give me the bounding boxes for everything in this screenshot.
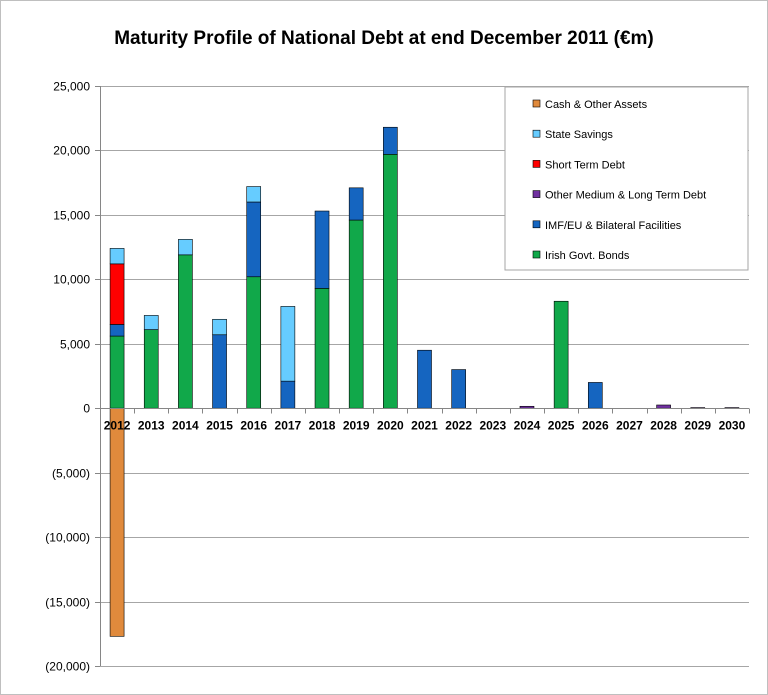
bar-segment bbox=[109, 407, 125, 637]
y-tick-label: (15,000) bbox=[45, 596, 90, 610]
bar-segment bbox=[178, 254, 193, 409]
bar-segment bbox=[417, 349, 432, 409]
x-category-label: 2026 bbox=[582, 419, 609, 433]
y-tick-label: 25,000 bbox=[53, 80, 90, 94]
bar-segment bbox=[383, 126, 398, 155]
legend-entry-label: Short Term Debt bbox=[545, 159, 625, 171]
chart-title: Maturity Profile of National Debt at end… bbox=[114, 28, 654, 49]
legend-swatch bbox=[532, 250, 541, 259]
legend-entry-label: Cash & Other Assets bbox=[545, 99, 648, 111]
legend-entry-label: Other Medium & Long Term Debt bbox=[545, 190, 706, 202]
legend-swatch bbox=[532, 190, 541, 198]
bar-segment bbox=[212, 334, 227, 409]
y-tick-label: 0 bbox=[83, 402, 90, 416]
bar-segment bbox=[246, 201, 262, 278]
bar-segment bbox=[383, 154, 398, 409]
y-tick-label: (5,000) bbox=[52, 467, 90, 481]
x-category-label: 2019 bbox=[343, 419, 370, 433]
legend-entry-label: IMF/EU & Bilateral Facilities bbox=[545, 220, 682, 232]
legend-swatch bbox=[532, 99, 541, 108]
bar-segment bbox=[109, 248, 125, 265]
bar-segment bbox=[451, 369, 466, 409]
legend-swatch bbox=[532, 160, 541, 168]
bar-segment bbox=[143, 315, 159, 330]
bar-segment bbox=[109, 324, 125, 337]
x-category-label: 2014 bbox=[172, 419, 199, 433]
bar-segment bbox=[143, 329, 159, 409]
bar-segment bbox=[280, 306, 296, 382]
bar-segment bbox=[109, 335, 125, 409]
x-axis: 2012 2013 2014 2015 2016 2017 2018 2019 2020 2021… bbox=[100, 408, 750, 433]
bar-segment bbox=[553, 300, 569, 409]
bar-segment bbox=[109, 263, 125, 325]
x-category-label: 2015 bbox=[206, 419, 233, 433]
bar-segment bbox=[246, 276, 262, 409]
bars bbox=[109, 126, 740, 637]
y-tick-label: (20,000) bbox=[45, 660, 90, 674]
legend: Cash & Other Assets State Savings Short Te… bbox=[504, 86, 749, 271]
x-category-label: 2029 bbox=[684, 419, 711, 433]
x-category-label: 2025 bbox=[548, 419, 575, 433]
bar-segment bbox=[348, 187, 364, 221]
y-tick-label: (10,000) bbox=[45, 531, 90, 545]
bar-segment bbox=[314, 288, 330, 409]
bar-segment bbox=[348, 219, 364, 409]
bar-segment bbox=[178, 239, 193, 256]
x-category-label: 2020 bbox=[377, 419, 404, 433]
bar-segment bbox=[656, 404, 671, 409]
x-category-label: 2028 bbox=[650, 419, 677, 433]
bar-segment bbox=[519, 405, 535, 409]
y-tick-label: 10,000 bbox=[53, 273, 90, 287]
bar-segment bbox=[587, 382, 603, 409]
y-tick-label: 20,000 bbox=[53, 144, 90, 158]
x-category-label: 2027 bbox=[616, 419, 643, 433]
x-category-label: 2021 bbox=[411, 419, 438, 433]
x-category-label: 2013 bbox=[138, 419, 165, 433]
x-category-label: 2012 bbox=[104, 419, 131, 433]
legend-swatch bbox=[532, 129, 541, 138]
x-category-label: 2017 bbox=[275, 419, 302, 433]
legend-swatch bbox=[532, 220, 541, 229]
x-category-label: 2023 bbox=[479, 419, 506, 433]
bar-segment bbox=[280, 380, 296, 409]
bar-segment bbox=[314, 210, 330, 289]
legend-entry-label: Irish Govt. Bonds bbox=[545, 250, 630, 262]
x-category-label: 2016 bbox=[240, 419, 267, 433]
x-category-label: 2018 bbox=[309, 419, 336, 433]
y-axis: 25,000 20,000 15,000 10,000 5,000 0 (5,000) (10… bbox=[45, 80, 101, 674]
bar-segment bbox=[212, 318, 227, 336]
legend-entry-label: State Savings bbox=[545, 129, 613, 141]
x-category-label: 2030 bbox=[719, 419, 746, 433]
legend-box bbox=[504, 86, 749, 271]
x-category-label: 2024 bbox=[514, 419, 541, 433]
x-category-label: 2022 bbox=[445, 419, 472, 433]
bar-segment bbox=[246, 186, 262, 203]
y-tick-label: 15,000 bbox=[53, 209, 90, 223]
y-tick-label: 5,000 bbox=[60, 338, 90, 352]
